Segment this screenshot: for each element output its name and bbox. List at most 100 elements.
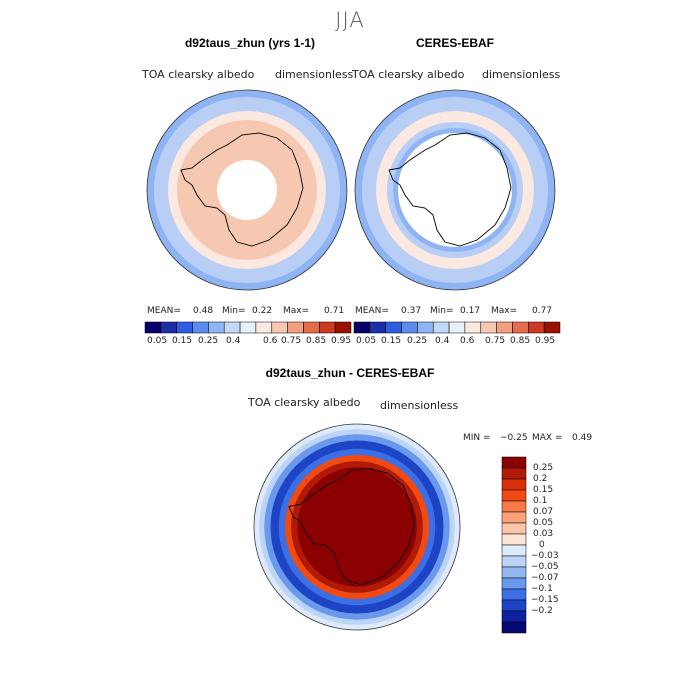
panel3-tick-label: −0.05 <box>531 562 559 572</box>
panel2-colorbar-swatch <box>528 321 545 334</box>
panel3-coastline <box>288 467 416 586</box>
panel2-colorbar-swatch <box>353 321 371 334</box>
panel2-colorbar-swatch <box>417 321 434 334</box>
panel2-colorbar-swatch <box>401 321 418 334</box>
panel3-min-value: −0.25 <box>500 433 528 443</box>
panel1-max-value: 0.71 <box>324 306 345 316</box>
panel3-variable-label: TOA clearsky albedo <box>248 396 361 409</box>
panel1-tick-label: 0.6 <box>263 336 278 346</box>
panel2-tick-label: 0.4 <box>435 336 450 346</box>
panel3-tick-label: 0.05 <box>533 518 554 528</box>
panel1-min-label: Min= <box>222 306 246 316</box>
panel1-colorbar-swatch <box>160 321 177 334</box>
panel2-colorbar-swatch <box>385 321 402 334</box>
panel3-tick-label: 0.2 <box>533 474 548 484</box>
panel2-title: CERES-EBAF <box>415 36 494 50</box>
panel3-colorbar-swatch <box>501 500 527 513</box>
panel1-colorbar-swatch <box>271 321 288 334</box>
panel3-tick-label: −0.2 <box>531 606 553 616</box>
panel2-colorbar-swatch <box>432 321 450 334</box>
panel2-min-value: 0.17 <box>460 306 481 316</box>
panel2-tick-label: 0.25 <box>407 336 428 346</box>
panel2-tick-label: 0.95 <box>535 336 556 346</box>
panel3-tick-label: −0.07 <box>531 573 559 583</box>
panel3-tick-label: 0.15 <box>533 485 554 495</box>
panel3-colorbar-swatch <box>501 522 527 535</box>
panel1-tick-label: 0.4 <box>226 336 241 346</box>
panel2-colorbar-swatch <box>496 321 513 334</box>
panel3-units-label: dimensionless <box>380 399 459 412</box>
panel2-min-label: Min= <box>430 306 454 316</box>
panel3-colorbar-swatch <box>501 511 527 524</box>
panel3-tick-label: 0.03 <box>533 529 554 539</box>
panel3-map-boundary <box>253 423 461 631</box>
panel1-max-label: Max= <box>283 306 310 316</box>
panel3-min-label: MIN = <box>463 433 491 443</box>
panel1-tick-label: 0.25 <box>198 336 219 346</box>
panel1-coastline <box>180 132 304 247</box>
panel2-max-label: Max= <box>491 306 518 316</box>
panel3-colorbar-swatch <box>501 588 527 601</box>
panel1-colorbar-swatch <box>223 321 241 334</box>
panel1-colorbar-swatch <box>192 321 209 334</box>
panel1-colorbar-swatch <box>144 321 162 334</box>
panel1-title: d92taus_zhun (yrs 1-1) <box>184 36 316 50</box>
panel1-map-boundary <box>146 89 348 291</box>
panel2-units-label: dimensionless <box>482 68 561 81</box>
panel2-tick-label: 0.15 <box>381 336 402 346</box>
panel1-colorbar-swatch <box>176 321 193 334</box>
panel3-colorbar-swatch <box>501 599 527 612</box>
panel3-colorbar-swatch <box>501 610 527 623</box>
panel3-max-value: 0.49 <box>572 433 593 443</box>
panel2-tick-label: 0.05 <box>356 336 377 346</box>
panel3-tick-label: −0.1 <box>531 584 553 594</box>
panel3-title: d92taus_zhun - CERES-EBAF <box>265 366 435 380</box>
panel3-colorbar-swatch <box>501 555 527 568</box>
panel3-tick-label: −0.15 <box>531 595 559 605</box>
panel2-colorbar-swatch <box>512 321 529 334</box>
panel2-colorbar-swatch <box>480 321 497 334</box>
panel2-variable-label: TOA clearsky albedo <box>352 68 465 81</box>
panel2-map-boundary <box>354 89 556 291</box>
panel2-colorbar-swatch <box>448 321 466 334</box>
panel2-colorbar-swatch <box>543 321 561 334</box>
panel3-colorbar-swatch <box>501 533 527 546</box>
panel2-mean-value: 0.37 <box>401 306 422 316</box>
panel1-tick-label: 0.85 <box>306 336 327 346</box>
panel3-colorbar-swatch <box>501 566 527 579</box>
panel3-colorbar-swatch <box>501 577 527 590</box>
panel1-mean-label: MEAN= <box>147 306 181 316</box>
panel2-colorbar-swatch <box>464 321 481 334</box>
figure-title: JJA <box>335 8 365 32</box>
panel2-tick-label: 0.6 <box>460 336 475 346</box>
panel1-variable-label: TOA clearsky albedo <box>142 68 255 81</box>
panel2-tick-label: 0.85 <box>510 336 531 346</box>
panel1-colorbar-swatch <box>303 321 320 334</box>
panel3-tick-label: 0.25 <box>533 463 554 473</box>
panel1-colorbar-swatch <box>208 321 225 334</box>
panel3-max-label: MAX = <box>532 433 563 443</box>
panel1-colorbar-swatch <box>319 321 336 334</box>
panel1-colorbar-swatch <box>255 321 272 334</box>
panel1-colorbar-swatch <box>239 321 257 334</box>
panel3-tick-label: 0 <box>539 540 545 550</box>
panel3-colorbar-swatch <box>501 544 527 557</box>
panel2-contour-band <box>398 133 512 247</box>
panel2-colorbar-swatch <box>369 321 386 334</box>
panel1-mean-value: 0.48 <box>193 306 214 316</box>
panel1-tick-label: 0.15 <box>172 336 193 346</box>
panel3-tick-label: 0.1 <box>533 496 548 506</box>
panel1-colorbar-swatch <box>334 321 352 334</box>
panel2-tick-label: 0.75 <box>485 336 506 346</box>
panel3-colorbar-swatch <box>501 467 527 480</box>
panel3-colorbar-swatch <box>501 456 527 469</box>
panel1-units-label: dimensionless <box>275 68 354 81</box>
panel3-contour-band <box>297 467 417 587</box>
panel1-tick-label: 0.05 <box>147 336 168 346</box>
panel1-min-value: 0.22 <box>252 306 273 316</box>
panel2-mean-label: MEAN= <box>355 306 389 316</box>
panel3-tick-label: 0.07 <box>533 507 554 517</box>
panel3-colorbar-swatch <box>501 621 527 634</box>
panel1-tick-label: 0.75 <box>281 336 302 346</box>
panel1-colorbar-swatch <box>287 321 304 334</box>
